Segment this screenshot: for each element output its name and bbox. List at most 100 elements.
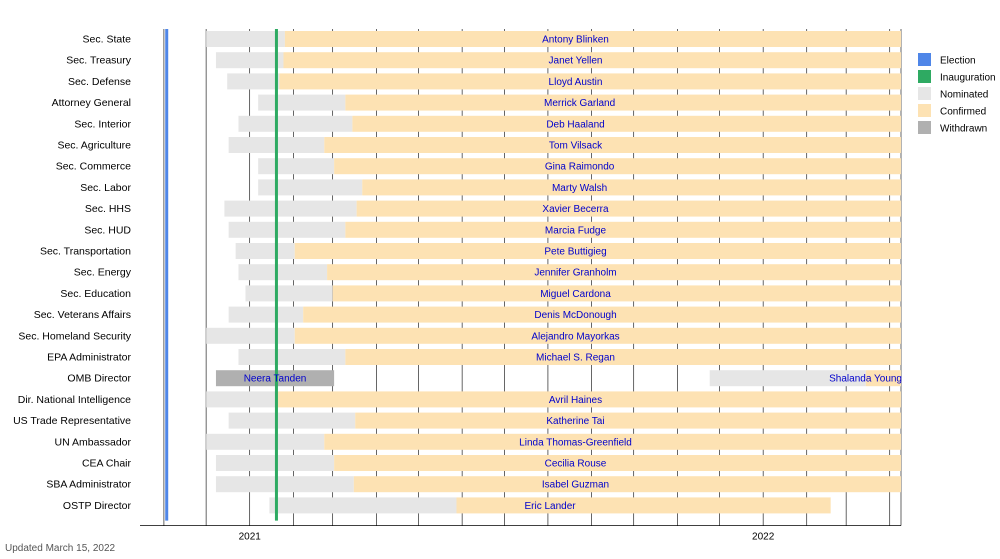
role-label: Sec. Commerce — [56, 161, 131, 173]
role-label: Dir. National Intelligence — [18, 394, 131, 406]
nominee-name: Miguel Cardona — [540, 289, 611, 300]
nominee-name: Lloyd Austin — [549, 77, 603, 88]
nominated-bar — [258, 158, 335, 175]
role-label: Sec. Energy — [74, 267, 132, 279]
legend-swatch — [918, 87, 931, 100]
nominated-bar — [206, 433, 325, 450]
role-label: Sec. Homeland Security — [18, 330, 131, 342]
nominated-bar — [206, 327, 295, 344]
confirmed-bar — [294, 327, 902, 344]
nominee-name: Marcia Fudge — [545, 225, 607, 236]
role-label: Sec. Education — [60, 288, 131, 300]
legend-label: Confirmed — [940, 107, 986, 118]
legend-label: Inauguration — [940, 73, 996, 84]
x-tick-label: 2022 — [752, 532, 775, 543]
legend-swatch — [918, 70, 931, 83]
role-label: CEA Chair — [82, 458, 132, 470]
confirmed-bar — [276, 391, 902, 408]
confirmed-bar — [345, 349, 901, 365]
nominee-name: Denis McDonough — [534, 310, 616, 321]
nominated-bar — [224, 200, 357, 217]
role-label: OMB Director — [67, 373, 131, 385]
legend-label: Election — [940, 56, 976, 67]
confirmed-bar — [353, 476, 901, 493]
confirmed-bar — [294, 243, 902, 259]
nominated-bar — [235, 243, 295, 259]
nominated-bar — [238, 264, 328, 281]
nominee-name: Pete Buttigieg — [544, 247, 606, 258]
confirmed-bar — [303, 306, 902, 323]
nominee-name: Xavier Becerra — [542, 204, 609, 215]
confirmed-bar — [334, 158, 901, 175]
role-label: Attorney General — [52, 97, 131, 109]
nominee-name: Shalanda Young — [829, 374, 902, 385]
nominee-name: Jennifer Granholm — [534, 268, 616, 279]
legend-label: Withdrawn — [940, 124, 987, 135]
nominee-name: Gina Raimondo — [545, 162, 615, 173]
nominated-bar — [206, 31, 285, 47]
nominated-bar — [238, 115, 353, 132]
nominee-name: Cecilia Rouse — [545, 459, 607, 470]
role-label: UN Ambassador — [55, 436, 132, 448]
nominee-name: Katherine Tai — [546, 416, 604, 427]
confirmed-bar — [356, 200, 901, 217]
role-label: Sec. Agriculture — [57, 140, 131, 152]
nominee-name: Isabel Guzman — [542, 480, 609, 491]
role-label: Sec. HUD — [84, 224, 131, 236]
confirmed-bar — [352, 115, 902, 132]
nominee-name: Merrick Garland — [544, 98, 615, 109]
nominee-name: Alejandro Mayorkas — [531, 331, 619, 342]
role-label: Sec. Veterans Affairs — [34, 309, 131, 321]
role-label: Sec. Defense — [68, 76, 131, 88]
nominee-name: Linda Thomas-Greenfield — [519, 437, 632, 448]
nominee-name: Janet Yellen — [549, 56, 603, 67]
nominee-name: Eric Lander — [524, 501, 576, 512]
nominated-bar — [238, 349, 346, 365]
nominee-name-labels: Antony Blinken Janet Yellen Lloyd Austin Me… — [244, 35, 902, 512]
role-label: EPA Administrator — [47, 352, 131, 364]
role-label: Sec. HHS — [85, 203, 131, 215]
nominee-name: Neera Tanden — [244, 374, 307, 385]
legend: Election Inauguration Nominated Confirmed Wi… — [918, 53, 996, 135]
confirmed-bar — [362, 179, 902, 196]
role-labels: Sec. State Sec. Treasury Sec. Defense Attor… — [13, 34, 132, 512]
nominated-bar — [258, 94, 346, 111]
nominee-name: Marty Walsh — [552, 183, 607, 194]
confirmed-bar — [324, 433, 901, 450]
x-axis: 2021 2022 — [140, 525, 901, 543]
legend-swatch — [918, 53, 931, 66]
role-label: Sec. Treasury — [66, 55, 132, 67]
nominated-bar — [228, 412, 356, 429]
nominated-bar — [245, 285, 333, 302]
confirmed-bar — [345, 221, 901, 238]
nominee-name: Avril Haines — [549, 395, 602, 406]
updated-note: Updated March 15, 2022 — [5, 543, 116, 554]
role-label: Sec. Interior — [74, 118, 131, 130]
role-label: Sec. State — [83, 34, 132, 46]
role-label: SBA Administrator — [46, 479, 131, 491]
confirmed-bar — [324, 137, 901, 153]
confirmed-bar — [345, 94, 901, 111]
nominated-bar — [709, 370, 866, 387]
confirmed-bar — [279, 73, 901, 90]
legend-swatch — [918, 121, 931, 134]
role-label: Sec. Labor — [80, 182, 131, 194]
confirmed-bar — [456, 497, 831, 514]
nominee-name: Michael S. Regan — [536, 353, 615, 364]
nominated-bar — [215, 52, 284, 69]
legend-swatch — [918, 104, 931, 117]
x-tick-label: 2021 — [239, 532, 262, 543]
confirmed-bar — [284, 31, 902, 47]
bars — [206, 31, 902, 514]
confirmed-bar — [865, 370, 901, 387]
event-markers — [165, 29, 278, 521]
confirmed-bar — [283, 52, 901, 69]
confirmed-bar — [332, 285, 901, 302]
nominated-bar — [215, 476, 354, 493]
nominated-bar — [258, 179, 363, 196]
confirmed-bar — [355, 412, 901, 429]
nominated-bar — [227, 73, 280, 90]
confirmed-bar — [334, 455, 901, 471]
role-label: OSTP Director — [63, 500, 132, 512]
